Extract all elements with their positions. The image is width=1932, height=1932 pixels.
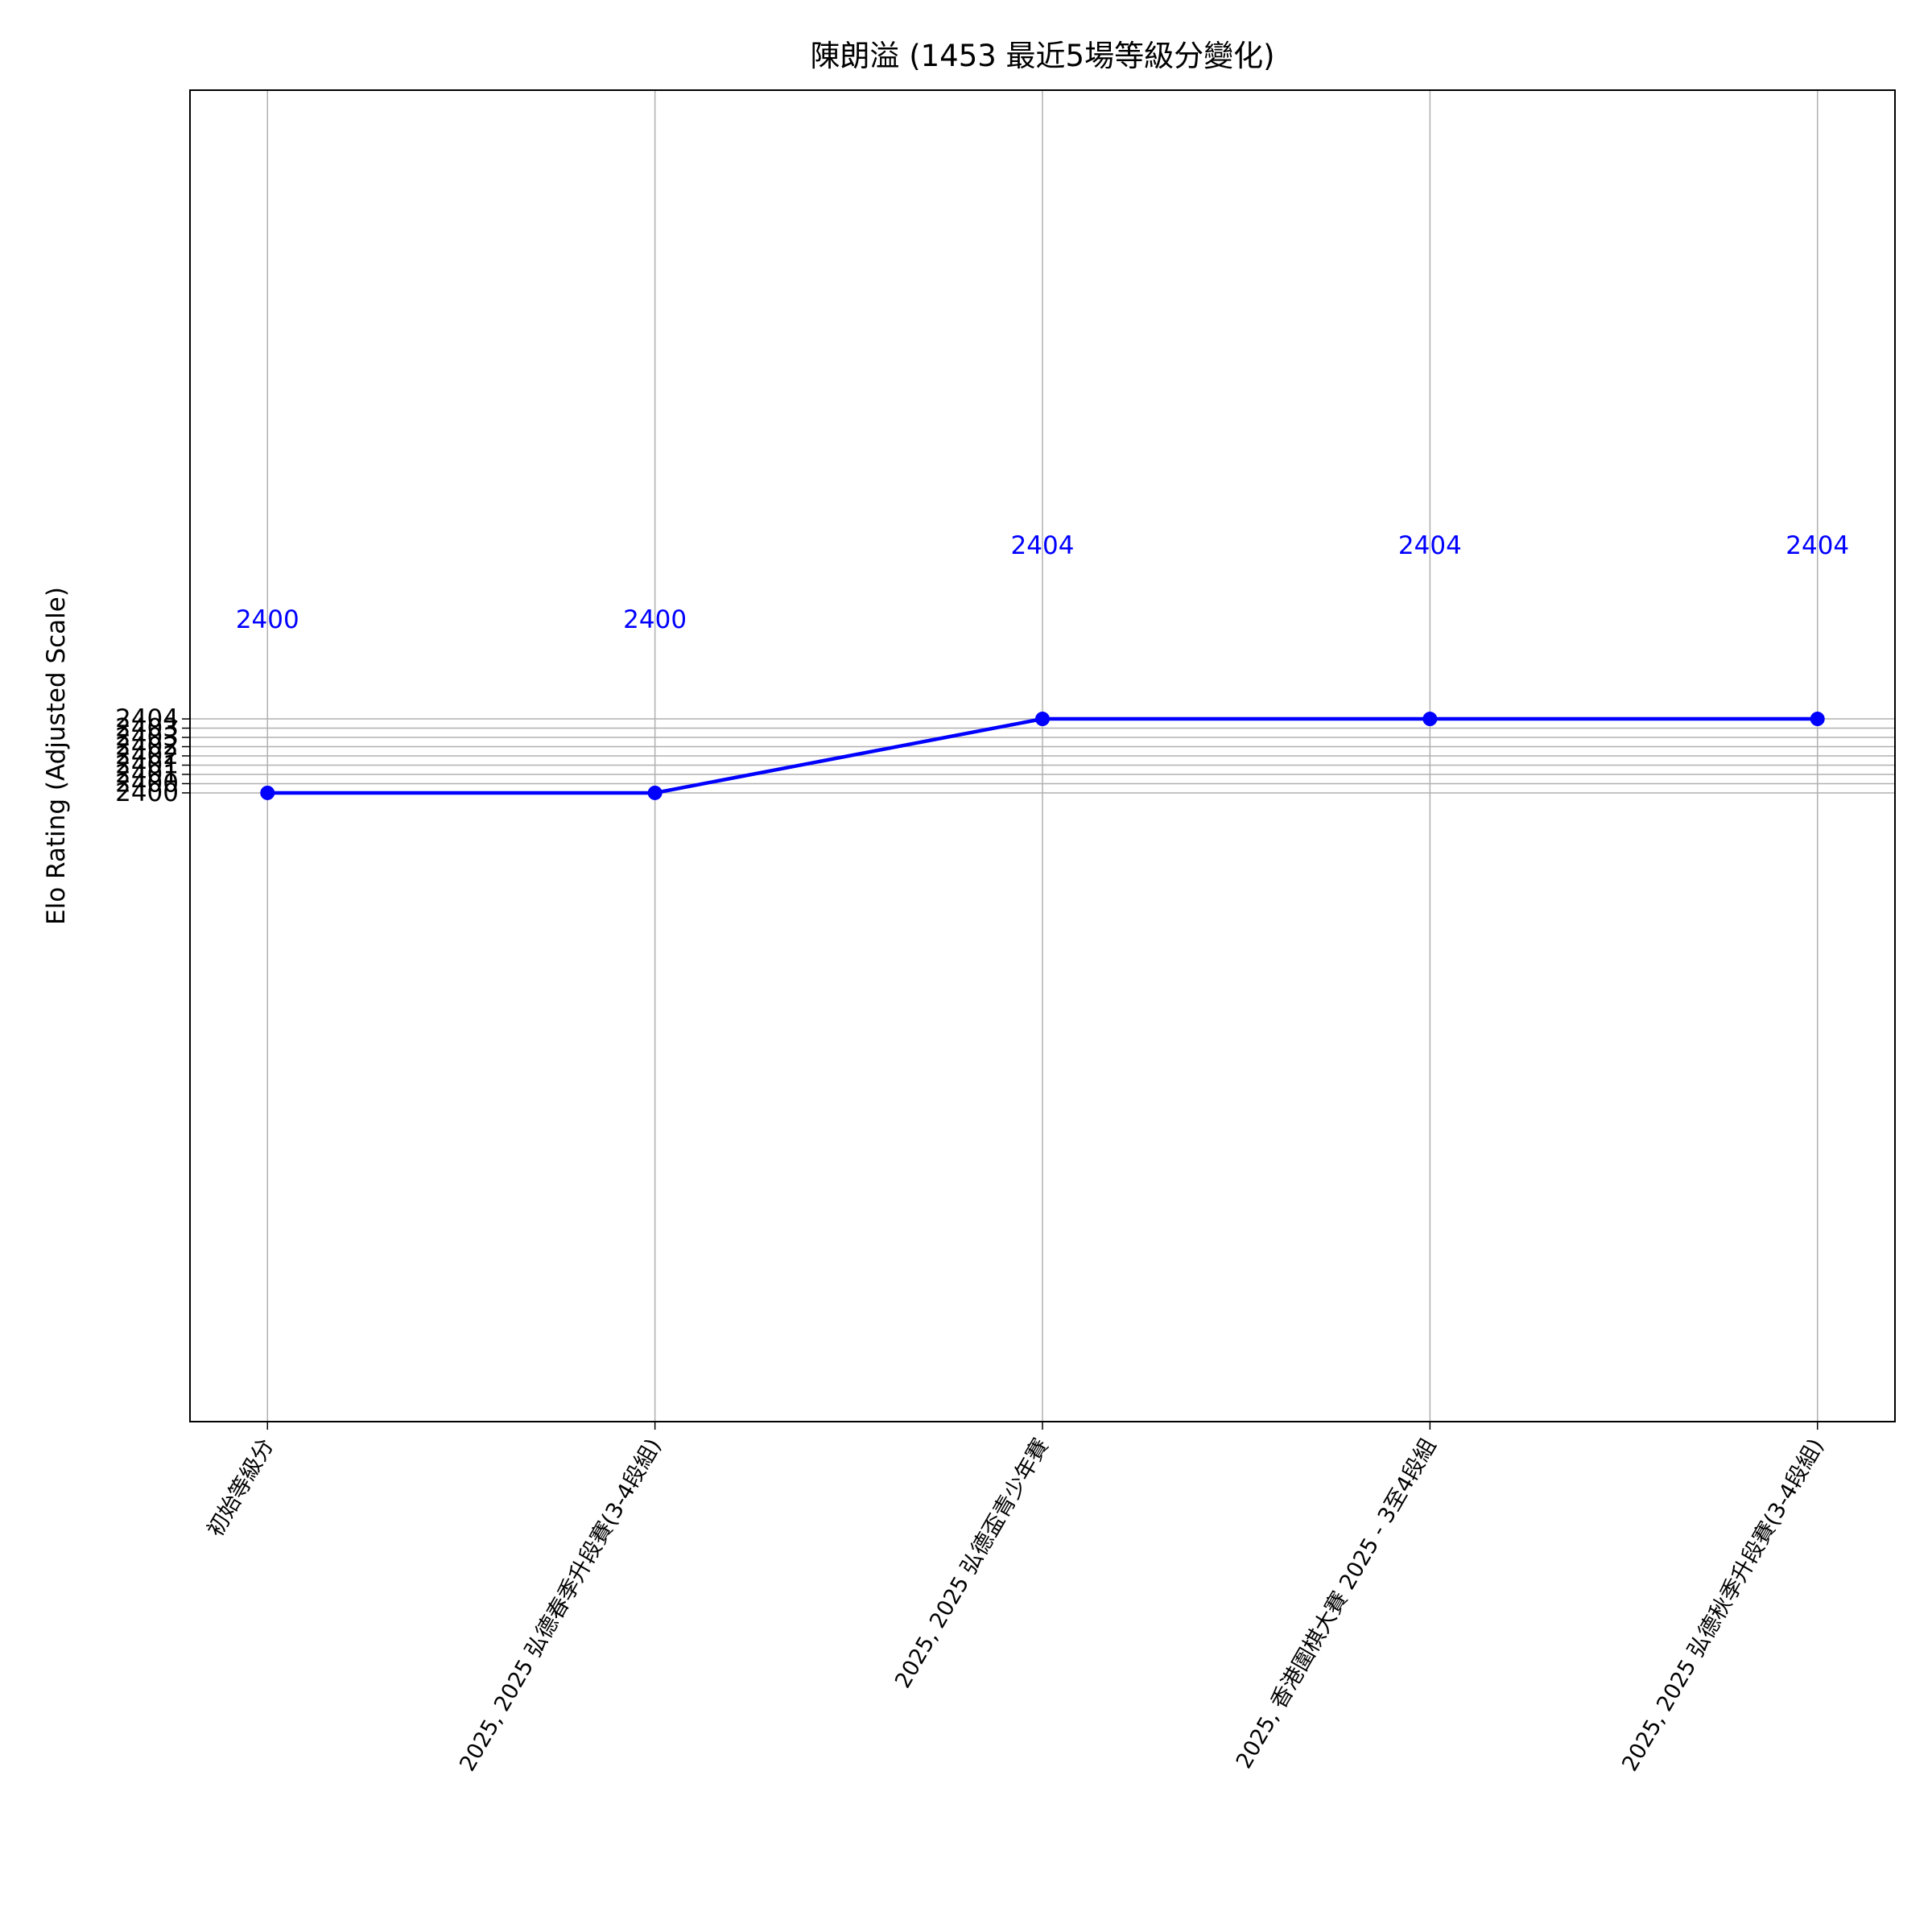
point [260, 785, 275, 800]
point [647, 785, 663, 800]
data-label: 2404 [1398, 531, 1462, 560]
point [1035, 712, 1050, 727]
y-axis-label: Elo Rating (Adjusted Scale) [42, 587, 71, 925]
data-label: 2400 [236, 605, 299, 634]
data-label: 2404 [1785, 531, 1849, 560]
data-label: 2404 [1011, 531, 1075, 560]
y-tick-label: 2403 [115, 714, 179, 743]
point [1422, 712, 1438, 727]
data-label: 2400 [623, 605, 687, 634]
y-tick-label: 2401 [115, 750, 179, 779]
y-tick-label: 2401 [115, 760, 179, 789]
y-tick-label: 2402 [115, 733, 179, 762]
y-tick-label: 2400 [115, 769, 179, 798]
y-tick-label: 2403 [115, 723, 179, 752]
y-tick-label: 2402 [115, 741, 179, 770]
plot-frame [189, 89, 1896, 1422]
y-tick-label: 2404 [115, 704, 179, 733]
y-tick-label: 2400 [115, 778, 179, 807]
chart-title: 陳朗溢 (1453 最近5場等級分變化) [810, 39, 1274, 73]
point [1810, 712, 1825, 727]
